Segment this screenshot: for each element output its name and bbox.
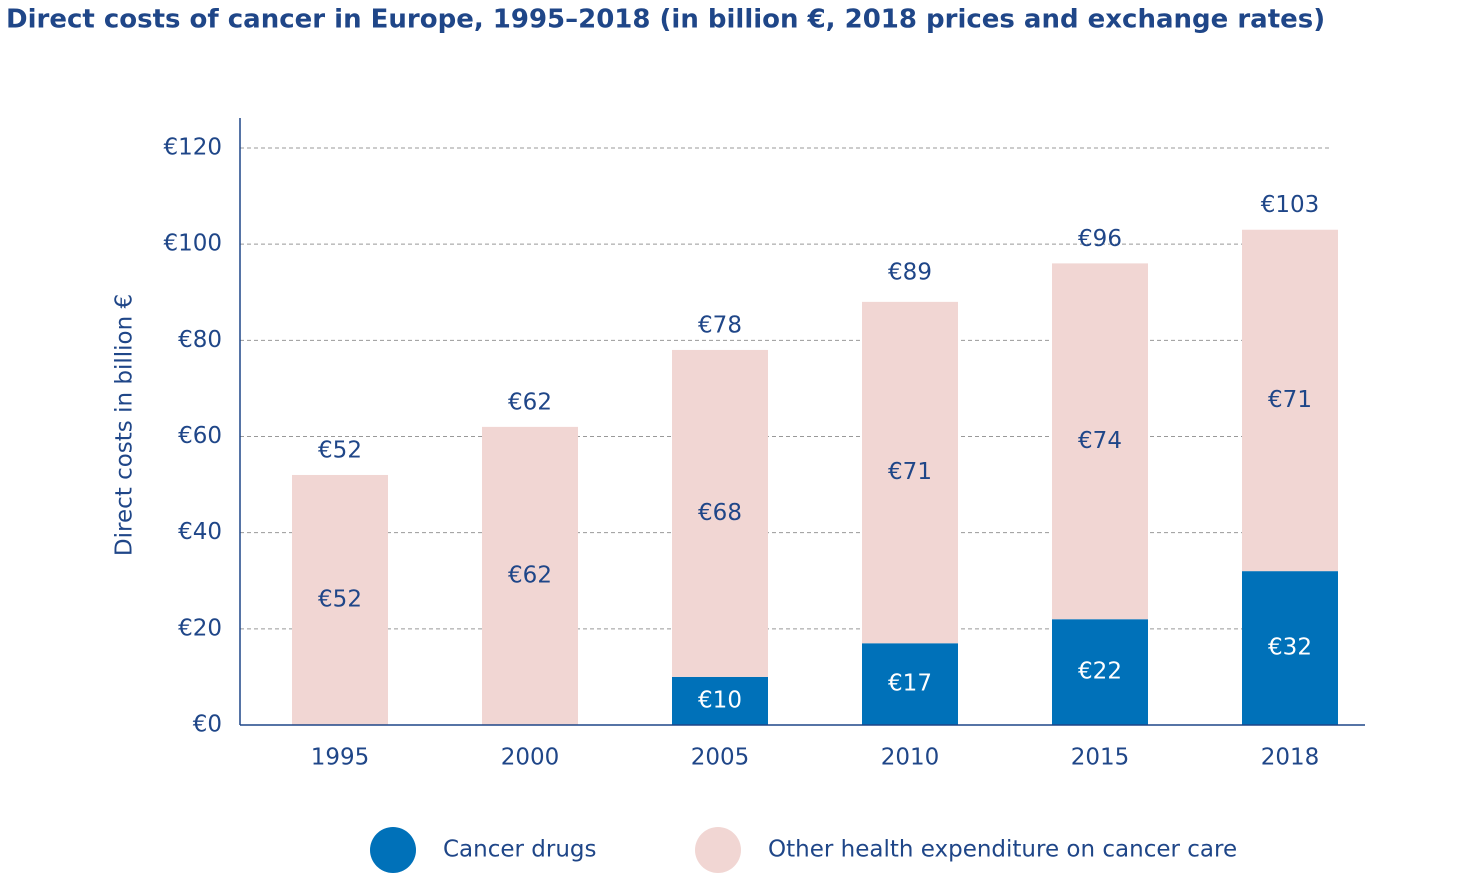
x-tick-label: 2018 xyxy=(1261,745,1320,771)
value-label: €71 xyxy=(1268,387,1312,413)
y-tick-label: €120 xyxy=(163,135,222,161)
bar-segment xyxy=(292,474,388,725)
y-tick-label: €20 xyxy=(178,615,222,641)
y-tick-label: €40 xyxy=(178,519,222,545)
bar-segment xyxy=(482,426,578,725)
legend-label: Cancer drugs xyxy=(443,837,597,863)
bar-segment xyxy=(1242,571,1338,725)
value-label: €10 xyxy=(698,687,742,713)
bar-segment xyxy=(1052,263,1148,620)
value-label: €62 xyxy=(508,562,552,588)
y-axis-label: Direct costs in billion € xyxy=(112,294,138,556)
legend-swatch xyxy=(695,827,741,873)
bar-segment xyxy=(1242,229,1338,572)
x-tick-label: 2015 xyxy=(1071,745,1130,771)
y-tick-label: €0 xyxy=(193,712,222,738)
x-tick-label: 2005 xyxy=(691,745,750,771)
total-label: €96 xyxy=(1078,226,1122,252)
value-label: €68 xyxy=(698,500,742,526)
total-label: €89 xyxy=(888,260,932,286)
legend-label: Other health expenditure on cancer care xyxy=(768,837,1237,863)
bar-segment xyxy=(1052,619,1148,725)
value-label: €71 xyxy=(888,459,932,485)
y-tick-label: €80 xyxy=(178,327,222,353)
value-label: €32 xyxy=(1268,635,1312,661)
x-tick-label: 2000 xyxy=(501,745,560,771)
legend-swatch xyxy=(370,827,416,873)
x-tick-label: 2010 xyxy=(881,745,940,771)
bar-segment xyxy=(672,349,768,677)
total-label: €52 xyxy=(318,437,362,463)
y-tick-label: €100 xyxy=(163,231,222,257)
bar-segment xyxy=(862,301,958,644)
value-label: €17 xyxy=(888,671,932,697)
bar-segment xyxy=(862,643,958,725)
x-tick-label: 1995 xyxy=(311,745,370,771)
total-label: €103 xyxy=(1261,192,1320,218)
total-label: €78 xyxy=(698,312,742,338)
total-label: €62 xyxy=(508,389,552,415)
value-label: €22 xyxy=(1078,659,1122,685)
bar-segment xyxy=(672,676,768,725)
chart-title: Direct costs of cancer in Europe, 1995–2… xyxy=(6,5,1325,35)
value-label: €74 xyxy=(1078,428,1122,454)
value-label: €52 xyxy=(318,586,362,612)
y-tick-label: €60 xyxy=(178,423,222,449)
